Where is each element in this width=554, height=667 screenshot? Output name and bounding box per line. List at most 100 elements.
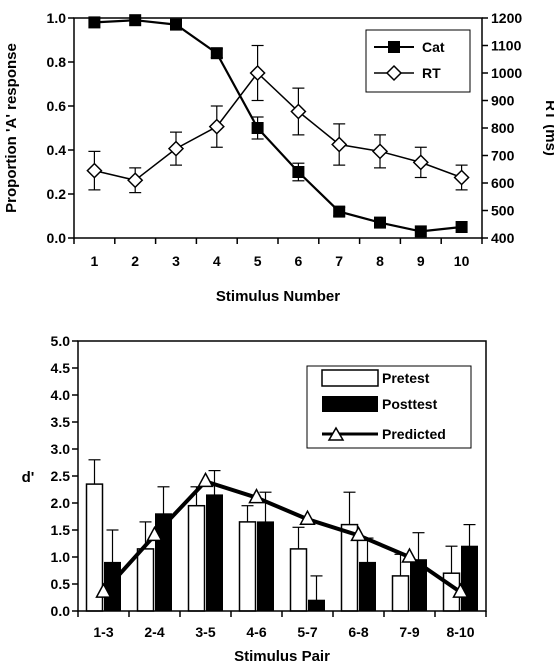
legend-posttest-swatch: [322, 396, 378, 412]
predicted-point: [452, 582, 469, 598]
cat-point: [292, 166, 305, 178]
bottom-legend: Pretest Posttest Predicted: [306, 365, 472, 449]
top-y-tick-label: 0.6: [47, 98, 67, 114]
pretest-bar: [289, 548, 308, 612]
pretest-bar: [187, 504, 206, 612]
legend-pretest-label: Pretest: [382, 370, 430, 386]
predicted-point: [146, 525, 163, 542]
pretest-bar: [136, 548, 155, 612]
top-y2-tick-label: 400: [491, 230, 515, 246]
legend-rt-label: RT: [422, 65, 441, 81]
bottom-y-tick-label: 5.0: [51, 333, 71, 349]
cat-point: [251, 122, 264, 134]
bottom-x-axis-label: Stimulus Pair: [234, 648, 330, 665]
cat-point: [210, 47, 223, 60]
top-y2-tick-label: 600: [491, 175, 515, 191]
top-legend: Cat RT: [365, 29, 471, 93]
pretest-bar: [238, 521, 257, 612]
rt-point: [371, 143, 389, 160]
top-y2-tick-label: 900: [491, 93, 515, 109]
pretest-bar: [391, 575, 410, 612]
top-y2-axis-label: RT (ms): [542, 100, 554, 156]
top-x-axis-label: Stimulus Number: [216, 288, 340, 305]
top-y2-tick-label: 800: [491, 120, 515, 136]
bottom-y-tick-label: 3.5: [51, 414, 71, 430]
bottom-y-tick-label: 2.0: [51, 495, 71, 511]
top-y2-tick-label: 1000: [491, 65, 522, 81]
top-chart: 0.0 0.2 0.4 0.6 0.8 1.0 400 500 600 700 800 900 100…: [3, 10, 554, 305]
predicted-point: [401, 547, 418, 563]
top-y2-tick-label: 700: [491, 148, 515, 164]
cat-point: [88, 16, 101, 29]
bottom-x-tick-label: 5-7: [297, 624, 317, 640]
rt-point: [249, 64, 266, 82]
cat-point: [414, 225, 427, 238]
legend-cat-marker: [388, 41, 400, 53]
rt-point: [208, 118, 225, 135]
predicted-point: [248, 488, 265, 504]
posttest-bar: [461, 545, 478, 612]
legend-cat-label: Cat: [422, 39, 445, 55]
predicted-line: [102, 479, 462, 594]
top-plot-frame: [73, 17, 483, 239]
top-y-axis-label: Proportion 'A' response: [3, 43, 20, 213]
top-x-tick-label: 9: [417, 253, 425, 269]
bottom-y-tick-label: 1.0: [51, 549, 71, 565]
legend-predicted-marker: [327, 426, 345, 441]
cat-point: [170, 18, 182, 31]
posttest-bar: [257, 521, 274, 612]
top-y2-tick-label: 500: [491, 203, 515, 219]
bottom-x-tick-label: 7-9: [399, 624, 419, 640]
top-x-tick-label: 8: [376, 253, 384, 269]
rt-point: [167, 140, 185, 157]
bottom-x-tick-label: 4-6: [246, 624, 266, 640]
bottom-y-tick-label: 3.0: [51, 441, 71, 457]
top-y2-tick-label: 1100: [491, 38, 522, 54]
posttest-bar: [359, 561, 376, 612]
predicted-point: [350, 525, 367, 542]
bottom-y-tick-label: 4.5: [51, 360, 71, 376]
bottom-y-tick-label: 2.5: [51, 468, 71, 484]
bottom-x-tick-label: 8-10: [446, 624, 474, 640]
top-x-tick-label: 10: [454, 253, 470, 269]
bottom-x-tick-label: 2-4: [144, 624, 164, 640]
top-x-tick-label: 3: [172, 253, 180, 269]
cat-point: [129, 14, 142, 27]
top-y-tick-label: 0.0: [47, 230, 67, 246]
rt-point: [86, 162, 103, 179]
cat-point: [374, 216, 386, 229]
posttest-bar: [308, 599, 325, 612]
top-x-tick-label: 6: [295, 253, 303, 269]
top-y2-tick-label: 1200: [491, 10, 522, 26]
top-x-tick-label: 7: [335, 253, 343, 269]
bottom-y-tick-label: 0.0: [51, 603, 71, 619]
rt-point: [331, 136, 348, 153]
cat-point: [333, 205, 346, 218]
legend-rt-marker: [385, 64, 403, 82]
bottom-chart: 0.0 0.5 1.0 1.5 2.0 2.5 3.0 3.5 4.0 4.5 5.0 1-3 2-4…: [22, 333, 487, 665]
legend-predicted-label: Predicted: [382, 426, 446, 442]
bottom-x-tick-label: 6-8: [348, 624, 368, 640]
top-y-tick-label: 0.8: [47, 54, 67, 70]
bottom-x-tick-label: 3-5: [195, 624, 215, 640]
cat-point: [455, 221, 468, 233]
rt-point: [290, 103, 307, 120]
rt-point: [453, 169, 470, 186]
top-x-tick-label: 2: [131, 253, 139, 269]
bottom-x-tick-label: 1-3: [93, 624, 113, 640]
top-y-tick-label: 0.4: [47, 142, 67, 158]
top-x-tick-label: 5: [254, 253, 262, 269]
predicted-point: [197, 471, 214, 488]
cat-line: [94, 19, 462, 233]
predicted-point: [95, 582, 112, 598]
legend-pretest-swatch: [321, 369, 379, 387]
bottom-y-axis-label: d': [22, 469, 35, 486]
bottom-plot-frame: [77, 340, 487, 612]
bottom-y-tick-label: 1.5: [51, 522, 71, 538]
rt-line: [94, 71, 462, 182]
top-x-tick-label: 4: [213, 253, 221, 269]
legend-posttest-label: Posttest: [382, 396, 438, 412]
top-y-tick-label: 0.2: [47, 186, 67, 202]
top-y-tick-label: 1.0: [47, 10, 67, 26]
rt-point: [127, 172, 144, 189]
